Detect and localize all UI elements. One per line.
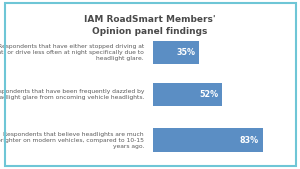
- Text: 83%: 83%: [240, 136, 259, 145]
- Text: IAM RoadSmart Members'
Opinion panel findings: IAM RoadSmart Members' Opinion panel fin…: [84, 15, 216, 36]
- Text: 52%: 52%: [199, 90, 218, 99]
- Text: Respondents that have either stopped driving at
night, or drive less often at ni: Respondents that have either stopped dri…: [0, 44, 144, 61]
- Text: 35%: 35%: [177, 48, 196, 57]
- Text: Respondents that believe headlights are much
brighter on modern vehicles, compar: Respondents that believe headlights are …: [0, 132, 144, 149]
- Text: Respondents that have been frequently dazzled by
headlight glare from oncoming v: Respondents that have been frequently da…: [0, 89, 144, 100]
